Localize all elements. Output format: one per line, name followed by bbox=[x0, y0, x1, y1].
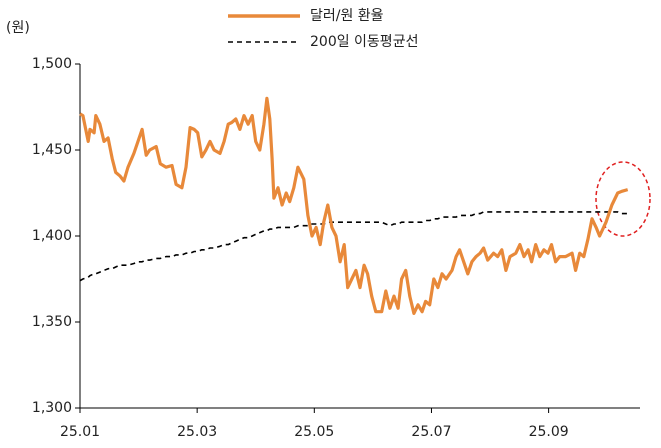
x-tick-label: 25.09 bbox=[529, 424, 569, 440]
x-tick-label: 25.07 bbox=[411, 424, 451, 440]
y-tick-label: 1,300 bbox=[32, 400, 72, 416]
x-tick-label: 25.05 bbox=[294, 424, 334, 440]
y-tick-label: 1,350 bbox=[32, 314, 72, 330]
y-tick-label: 1,400 bbox=[32, 228, 72, 244]
x-tick-label: 25.01 bbox=[60, 424, 100, 440]
y-tick-label: 1,500 bbox=[32, 56, 72, 72]
y-axis-label: (원) bbox=[6, 20, 30, 36]
legend-label: 달러/원 환율 bbox=[310, 8, 384, 24]
series-line bbox=[79, 211, 628, 282]
series-line bbox=[79, 96, 629, 315]
highlight-ellipse bbox=[595, 161, 651, 237]
y-tick-label: 1,450 bbox=[32, 142, 72, 158]
legend-label: 200일 이동평균선 bbox=[310, 34, 418, 50]
x-tick-label: 25.03 bbox=[177, 424, 217, 440]
